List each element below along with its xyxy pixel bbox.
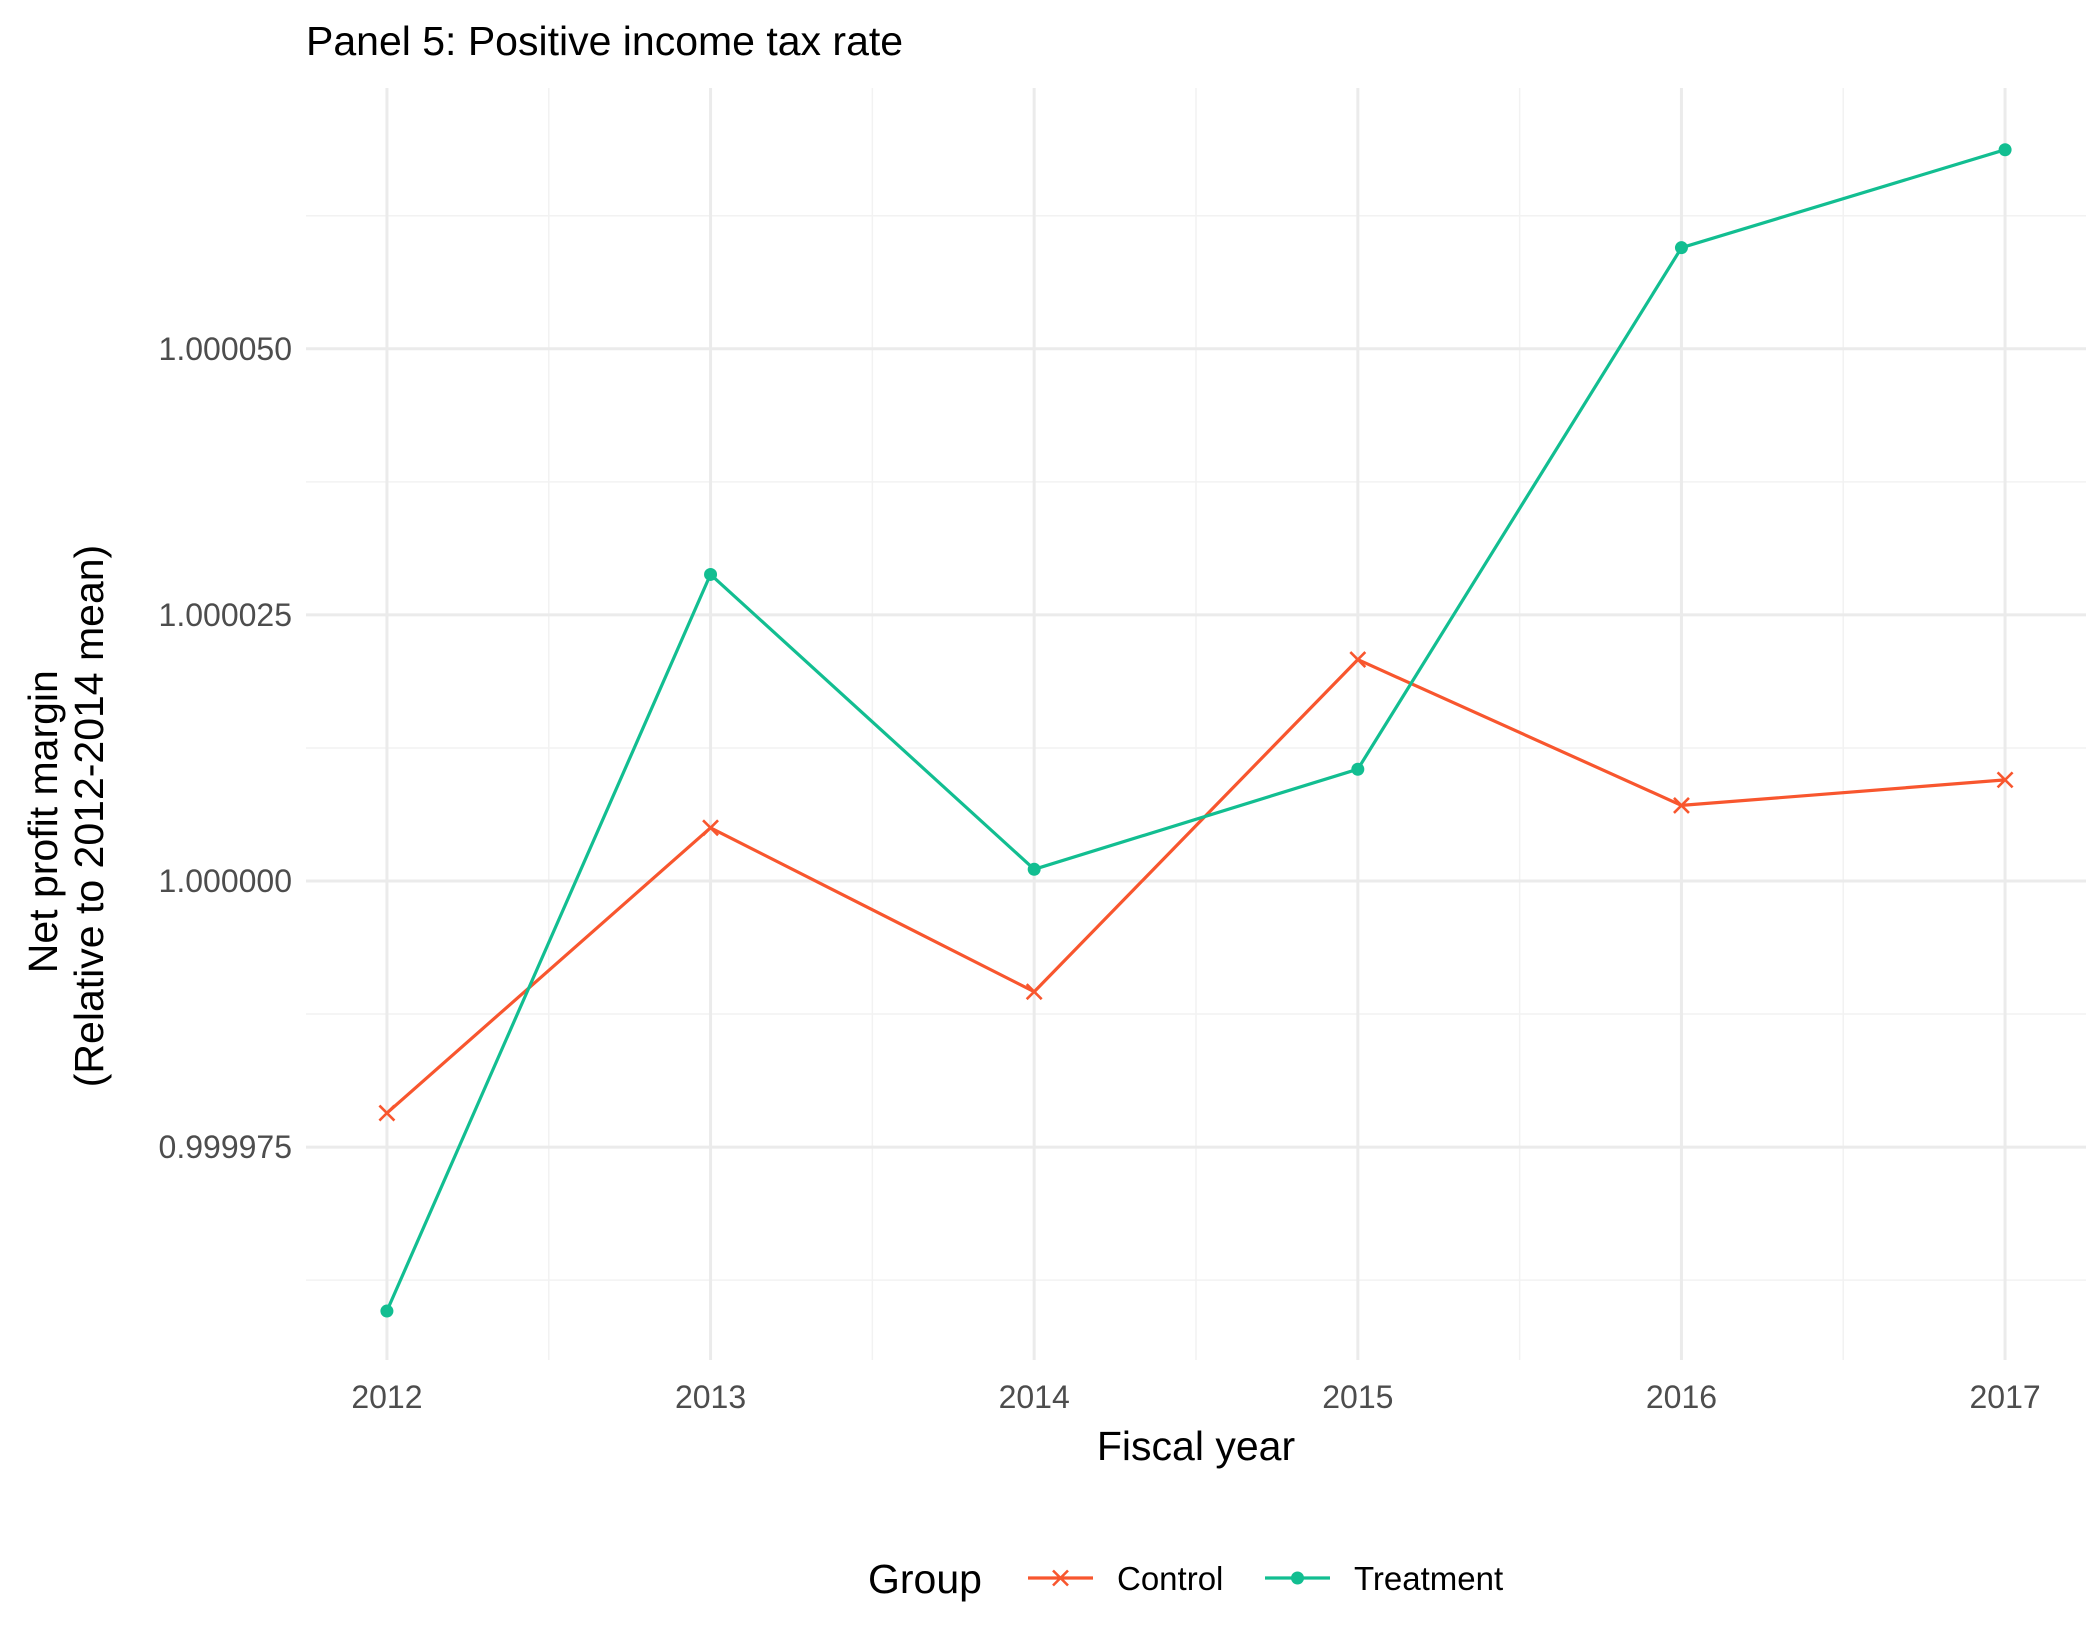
data-point-treatment <box>1027 862 1041 876</box>
data-point-treatment <box>704 567 718 581</box>
legend-label-control: Control <box>1117 1560 1223 1597</box>
y-axis-ticks: 0.999975 1.000000 1.000025 1.000050 <box>159 331 292 1165</box>
y-axis-title-line-2: (Relative to 2012-2014 mean) <box>66 545 112 1087</box>
y-tick-label: 1.000025 <box>159 597 292 633</box>
legend-item-control: Control <box>1028 1560 1223 1597</box>
y-tick-label: 0.999975 <box>159 1129 292 1165</box>
grid <box>306 88 2086 1360</box>
legend-label-treatment: Treatment <box>1354 1560 1503 1597</box>
series-control <box>378 651 2014 1122</box>
data-point-treatment <box>380 1304 394 1318</box>
data-point-control <box>378 1104 396 1122</box>
data-point-control <box>1349 651 1367 669</box>
legend: Group Control Treatment <box>868 1556 1503 1602</box>
chart-title: Panel 5: Positive income tax rate <box>306 18 903 64</box>
x-tick-label: 2017 <box>1969 1379 2040 1415</box>
y-tick-label: 1.000050 <box>159 331 292 367</box>
series-layer <box>378 143 2014 1318</box>
x-tick-label: 2016 <box>1646 1379 1717 1415</box>
x-axis-title: Fiscal year <box>1097 1423 1295 1469</box>
y-tick-label: 1.000000 <box>159 863 292 899</box>
y-axis-title-line-1: Net profit margin <box>20 670 66 973</box>
legend-item-treatment: Treatment <box>1265 1560 1503 1597</box>
legend-title: Group <box>868 1556 982 1602</box>
series-treatment <box>380 143 2012 1318</box>
data-point-control <box>1673 797 1690 814</box>
legend-key-marker-control <box>1052 1569 1069 1587</box>
legend-key-marker-treatment <box>1291 1571 1304 1585</box>
data-point-control <box>1996 771 2014 789</box>
series-line-control <box>385 657 2006 1115</box>
data-point-control <box>702 819 719 837</box>
x-tick-label: 2014 <box>999 1379 1070 1415</box>
y-axis-title: Net profit margin (Relative to 2012-2014… <box>20 545 112 1087</box>
data-point-control <box>1025 983 1043 1001</box>
x-tick-label: 2015 <box>1322 1379 1393 1415</box>
data-point-treatment <box>1998 143 2012 157</box>
x-axis-ticks: 2012 2013 2014 2015 2016 2017 <box>351 1379 2040 1415</box>
data-point-treatment <box>1351 762 1365 776</box>
x-tick-label: 2013 <box>675 1379 746 1415</box>
series-line-treatment <box>385 148 2006 1312</box>
x-tick-label: 2012 <box>351 1379 422 1415</box>
data-point-treatment <box>1674 241 1688 255</box>
